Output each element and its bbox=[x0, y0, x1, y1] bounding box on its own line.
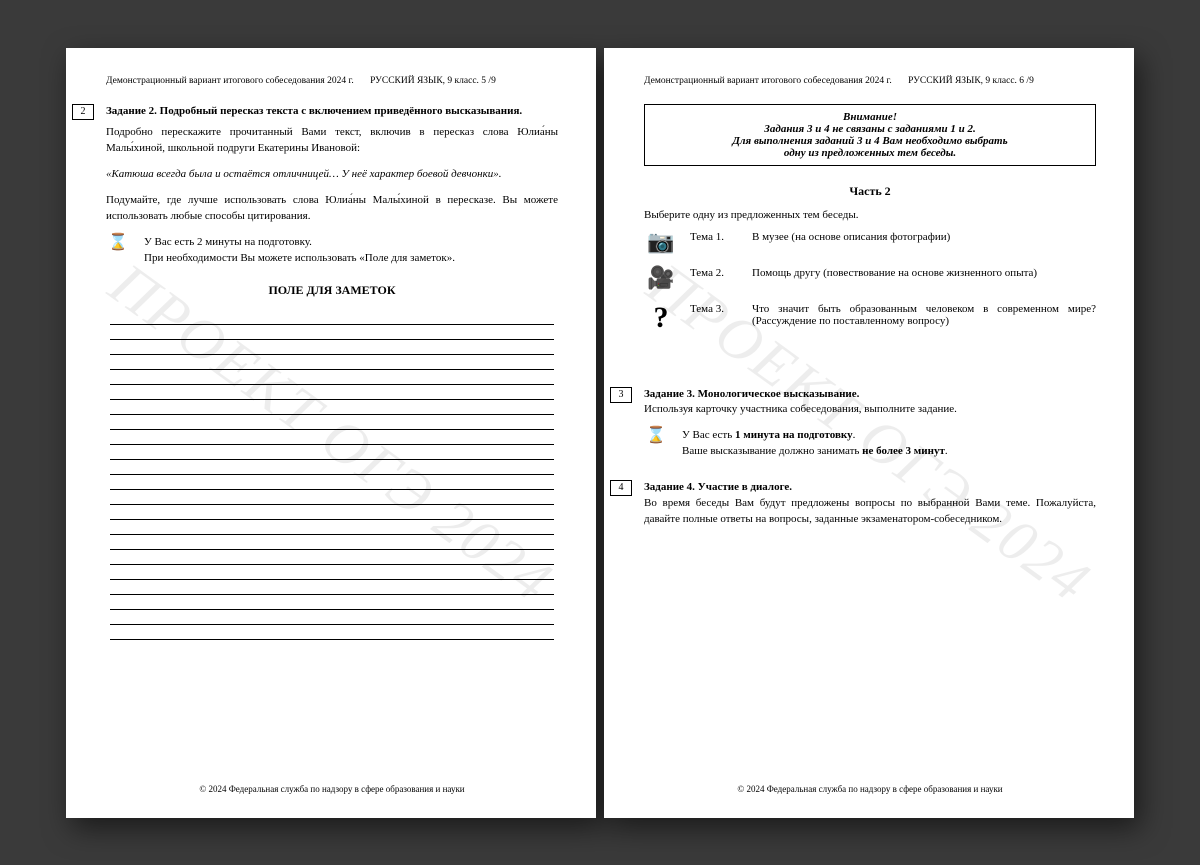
attention-box: Внимание! Задания 3 и 4 не связаны с зад… bbox=[644, 104, 1096, 166]
note-line bbox=[110, 460, 554, 475]
attention-title: Внимание! bbox=[655, 111, 1085, 123]
note-line bbox=[110, 340, 554, 355]
task-paragraph: Во время беседы Вам будут предложены воп… bbox=[644, 496, 1096, 528]
note-line bbox=[110, 355, 554, 370]
note-line bbox=[110, 370, 554, 385]
task-number-box: 4 bbox=[610, 480, 632, 496]
task-title: Задание 2. Подробный пересказ текста с в… bbox=[106, 104, 558, 120]
note-line bbox=[110, 520, 554, 535]
note-line bbox=[110, 535, 554, 550]
note-line bbox=[110, 325, 554, 340]
timer-line: У Вас есть 2 минуты на подготовку. bbox=[144, 235, 558, 251]
task-3: 3 Задание 3. Монологическое высказывание… bbox=[644, 387, 1096, 461]
note-line bbox=[110, 595, 554, 610]
theme-description: Помощь другу (повествование на основе жи… bbox=[752, 267, 1096, 279]
page-right: ПРОЕКТ ОГЭ 2024 Демонстрационный вариант… bbox=[604, 48, 1134, 818]
theme-row: 📷 Тема 1. В музее (на основе описания фото… bbox=[644, 231, 1096, 253]
themes-list: 📷 Тема 1. В музее (на основе описания фото… bbox=[644, 231, 1096, 347]
page-header: Демонстрационный вариант итогового собес… bbox=[106, 76, 558, 86]
note-line bbox=[110, 475, 554, 490]
theme-description: В музее (на основе описания фотографии) bbox=[752, 231, 1096, 243]
theme-icon: 📷 bbox=[644, 231, 678, 253]
note-line bbox=[110, 490, 554, 505]
hourglass-icon: ⌛ bbox=[644, 428, 668, 444]
attention-line: одну из предложенных тем беседы. bbox=[655, 147, 1085, 159]
page-left: ПРОЕКТ ОГЭ 2024 Демонстрационный вариант… bbox=[66, 48, 596, 818]
note-line bbox=[110, 445, 554, 460]
task-4: 4 Задание 4. Участие в диалоге. Во время… bbox=[644, 480, 1096, 528]
timer-text: У Вас есть 2 минуты на подготовку. При н… bbox=[144, 235, 558, 267]
note-line bbox=[110, 505, 554, 520]
theme-label: Тема 3. bbox=[690, 303, 740, 315]
page-footer: © 2024 Федеральная служба по надзору в с… bbox=[644, 772, 1096, 794]
task-paragraph: Подумайте, где лучше использовать слова … bbox=[106, 193, 558, 225]
theme-icon: ? bbox=[644, 303, 678, 333]
note-line bbox=[110, 400, 554, 415]
theme-icon: 🎥 bbox=[644, 267, 678, 289]
task-title: Задание 4. Участие в диалоге. bbox=[644, 480, 1096, 496]
header-right: РУССКИЙ ЯЗЫК, 9 класс. 6 /9 bbox=[908, 76, 1034, 86]
theme-description: Что значит быть образованным человеком в… bbox=[752, 303, 1096, 327]
timer-line: Ваше высказывание должно занимать не бол… bbox=[682, 444, 1096, 460]
note-line bbox=[110, 415, 554, 430]
theme-label: Тема 1. bbox=[690, 231, 740, 243]
task-number-box: 3 bbox=[610, 387, 632, 403]
task-quote: «Катюша всегда была и остаётся отличнице… bbox=[106, 167, 558, 183]
note-line bbox=[110, 310, 554, 325]
notes-area bbox=[110, 310, 554, 640]
hourglass-icon: ⌛ bbox=[106, 235, 130, 251]
note-line bbox=[110, 385, 554, 400]
timer-line: При необходимости Вы можете использовать… bbox=[144, 251, 558, 267]
note-line bbox=[110, 625, 554, 640]
page-footer: © 2024 Федеральная служба по надзору в с… bbox=[106, 772, 558, 794]
page-header: Демонстрационный вариант итогового собес… bbox=[644, 76, 1096, 86]
note-line bbox=[110, 430, 554, 445]
timer-note: ⌛ У Вас есть 2 минуты на подготовку. При… bbox=[106, 235, 558, 267]
task-paragraph: Подробно перескажите прочитанный Вами те… bbox=[106, 125, 558, 157]
timer-line: У Вас есть 1 минута на подготовку. bbox=[682, 428, 1096, 444]
task-number-box: 2 bbox=[72, 104, 94, 120]
note-line bbox=[110, 580, 554, 595]
task-paragraph: Используя карточку участника собеседован… bbox=[644, 402, 1096, 418]
part-title: Часть 2 bbox=[644, 184, 1096, 199]
theme-row: ? Тема 3. Что значит быть образованным чел… bbox=[644, 303, 1096, 333]
header-left: Демонстрационный вариант итогового собес… bbox=[644, 76, 892, 86]
timer-note: ⌛ У Вас есть 1 минута на подготовку. Ваш… bbox=[644, 428, 1096, 460]
note-line bbox=[110, 550, 554, 565]
timer-text: У Вас есть 1 минута на подготовку. Ваше … bbox=[682, 428, 1096, 460]
theme-row: 🎥 Тема 2. Помощь другу (повествование на о… bbox=[644, 267, 1096, 289]
note-line bbox=[110, 565, 554, 580]
attention-line: Для выполнения заданий 3 и 4 Вам необход… bbox=[655, 135, 1085, 147]
choose-instruction: Выберите одну из предложенных тем беседы… bbox=[644, 209, 1096, 221]
note-line bbox=[110, 610, 554, 625]
header-left: Демонстрационный вариант итогового собес… bbox=[106, 76, 354, 86]
attention-line: Задания 3 и 4 не связаны с заданиями 1 и… bbox=[655, 123, 1085, 135]
page-spread: ПРОЕКТ ОГЭ 2024 Демонстрационный вариант… bbox=[66, 48, 1134, 818]
task-title: Задание 3. Монологическое высказывание. bbox=[644, 387, 1096, 403]
theme-label: Тема 2. bbox=[690, 267, 740, 279]
header-right: РУССКИЙ ЯЗЫК, 9 класс. 5 /9 bbox=[370, 76, 496, 86]
task-2: 2 Задание 2. Подробный пересказ текста с… bbox=[106, 104, 558, 268]
notes-title: ПОЛЕ ДЛЯ ЗАМЕТОК bbox=[106, 283, 558, 298]
